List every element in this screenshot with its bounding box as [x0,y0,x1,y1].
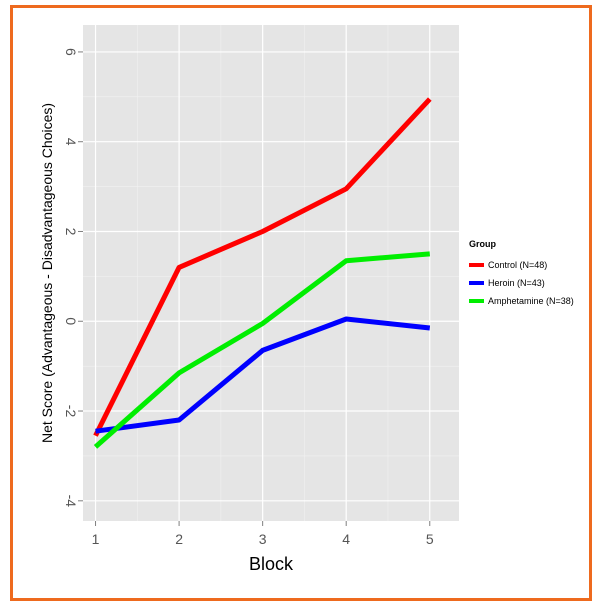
x-axis-title: Block [249,554,294,574]
series-line-1 [95,316,431,434]
x-tick-label: 3 [259,531,267,547]
legend-label-0: Control (N=48) [488,260,547,270]
series-line-0 [93,97,432,437]
legend-label-2: Amphetamine (N=38) [488,296,574,306]
x-tick-label: 1 [92,531,100,547]
y-tick-label: -2 [63,405,79,418]
y-tick-label: 2 [63,228,79,236]
y-tick-label: 0 [63,317,79,325]
legend-title: Group [469,239,496,249]
x-tick-label: 4 [342,531,350,547]
x-tick-label: 2 [175,531,183,547]
plot-panel [83,25,459,521]
legend-label-1: Heroin (N=43) [488,278,545,288]
x-tick-label: 5 [426,531,434,547]
series-line-2 [93,251,431,449]
y-tick-label: 6 [63,48,79,56]
y-axis-title: Net Score (Advantageous - Disadvantageou… [39,103,55,443]
y-tick-label: 4 [63,138,79,146]
y-tick-label: -4 [63,495,79,508]
